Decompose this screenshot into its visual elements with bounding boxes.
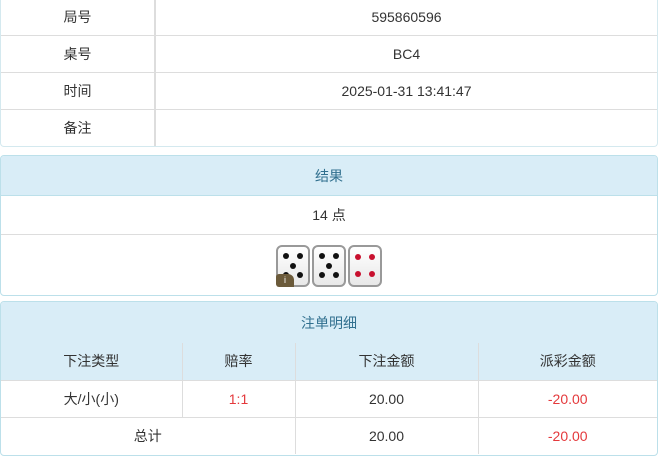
info-row-table: 桌号 BC4 [1,35,657,72]
dice-result: i [276,244,382,287]
pip [326,262,332,269]
pip [368,270,375,277]
bet-detail-title: 注单明细 [1,302,657,343]
bet-info-table: 局号 595860596 桌号 BC4 时间 2025-01-31 13:41:47 … [0,0,658,147]
info-row-remark: 备注 [1,109,657,146]
pip [355,254,362,261]
pip [297,272,304,279]
col-odds: 赔率 [181,343,296,381]
table-row: 大/小(小) 1:1 20.00 -20.00 [1,379,657,418]
bet-detail-panel: 注单明细 下注类型 赔率 下注金额 派彩金额 大/小(小) 1:1 20.00 … [0,301,658,456]
result-panel: 结果 14 点 i [0,155,658,296]
die-5 [312,244,346,287]
bet-detail-table: 下注类型 赔率 下注金额 派彩金额 大/小(小) 1:1 20.00 -20.0… [1,343,657,454]
die-4 [348,244,382,287]
pip [368,254,375,261]
info-row-round: 局号 595860596 [1,0,657,35]
col-payout: 派彩金额 [477,343,657,381]
pip [318,272,325,279]
col-bet-amount: 下注金额 [294,343,479,381]
pip [333,272,340,279]
pip [297,252,304,259]
pip [355,270,362,277]
pip [333,252,340,259]
info-icon[interactable]: i [276,273,294,287]
total-row: 总计 20.00 -20.00 [1,416,657,454]
pip [282,252,289,259]
pip [290,262,296,269]
pip [318,252,325,259]
info-row-time: 时间 2025-01-31 13:41:47 [1,72,657,109]
result-title: 结果 [1,156,657,196]
result-points: 14 点 [312,207,346,223]
die-5: i [276,244,310,287]
col-bet-type: 下注类型 [1,343,183,381]
